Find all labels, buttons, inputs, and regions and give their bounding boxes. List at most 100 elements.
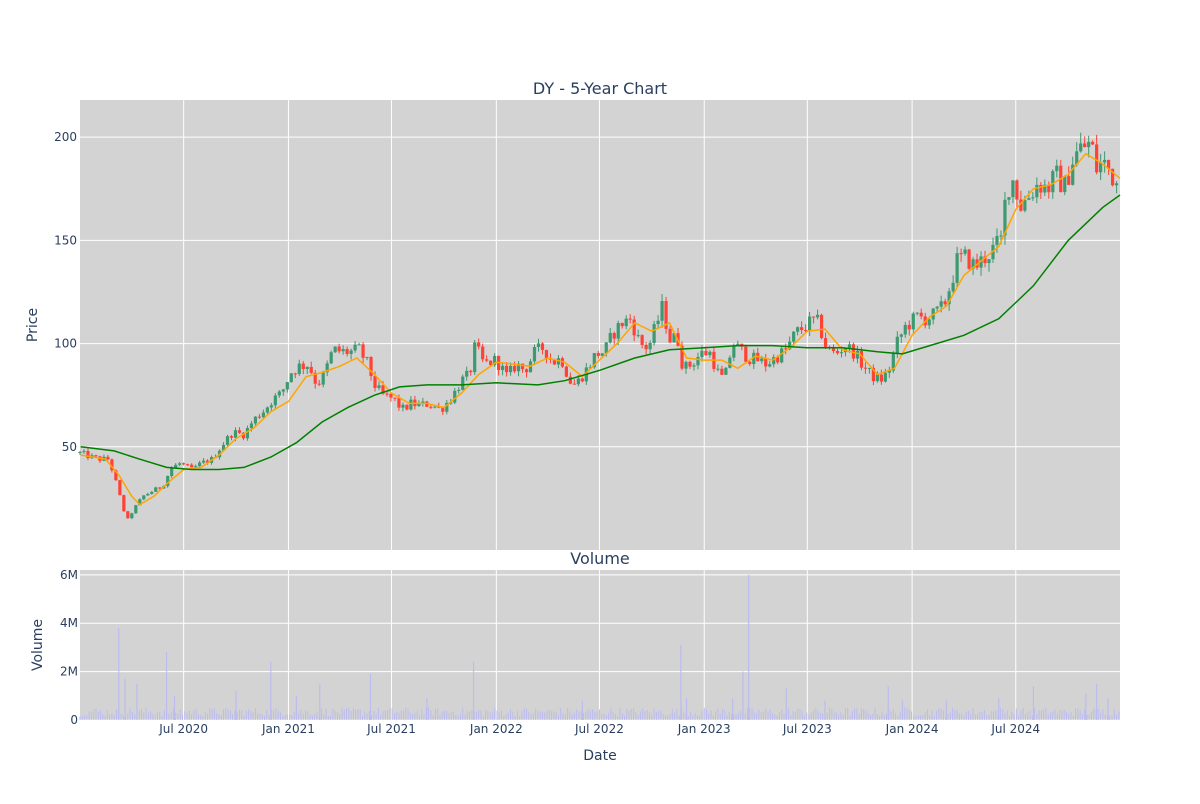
volume-bar [314, 713, 316, 720]
volume-spike-bar [319, 683, 321, 720]
volume-bar [373, 711, 375, 720]
volume-bar [999, 708, 1001, 720]
volume-bar [842, 714, 844, 720]
candle-body [377, 385, 381, 388]
volume-bar [275, 708, 277, 720]
volume-bar [1061, 710, 1063, 720]
volume-bar [758, 709, 760, 720]
volume-bar [567, 707, 569, 720]
candle-body [592, 353, 596, 368]
volume-bar [724, 710, 726, 720]
candle-body [305, 366, 309, 370]
candle-body [142, 495, 146, 500]
volume-bar [863, 709, 865, 720]
volume-bar [193, 710, 195, 720]
volume-bar [234, 710, 236, 720]
volume-bar [840, 712, 842, 720]
volume-bar [209, 707, 211, 720]
volume-bar [1084, 708, 1086, 720]
volume-bar [1063, 709, 1065, 720]
volume-bar [637, 715, 639, 720]
candle-body [863, 367, 868, 369]
volume-bar [507, 712, 509, 720]
volume-bar [949, 712, 951, 720]
candle-body [1083, 143, 1087, 148]
volume-bar [1104, 714, 1106, 720]
volume-bar [218, 714, 220, 720]
volume-bar [225, 707, 227, 720]
volume-bar [826, 712, 828, 720]
volume-bar [259, 713, 261, 720]
candle-body [229, 436, 234, 438]
volume-bar [236, 712, 238, 720]
volume-bar [642, 708, 644, 720]
volume-bar [539, 711, 541, 720]
volume-bar [428, 707, 430, 720]
volume-bar [300, 709, 302, 720]
candle-body [309, 366, 313, 373]
volume-bar [1054, 709, 1056, 720]
candle-body [732, 346, 736, 358]
candle-body [628, 318, 632, 320]
candle-body [680, 345, 684, 369]
volume-bar [325, 708, 327, 720]
candle-body [971, 259, 975, 269]
candle-body [788, 341, 792, 350]
candle-body [158, 487, 162, 489]
volume-x-tick-label: Jul 2022 [574, 722, 624, 736]
volume-bar [772, 712, 774, 720]
candle-body [365, 357, 369, 359]
volume-bar [876, 714, 878, 720]
volume-bar [291, 715, 293, 720]
volume-bar [418, 715, 420, 720]
candle-body [995, 236, 999, 245]
candle-body [508, 365, 513, 373]
volume-bar [990, 711, 992, 720]
volume-bar [526, 708, 528, 720]
volume-bar [649, 712, 651, 720]
candle-body [608, 333, 612, 343]
volume-bar [993, 711, 995, 720]
volume-bar [1102, 709, 1104, 720]
volume-bar [674, 712, 676, 720]
candle-body [397, 398, 401, 408]
candle-body [744, 346, 748, 362]
volume-bar [664, 715, 666, 720]
volume-bar [188, 710, 190, 720]
volume-bar [1070, 712, 1072, 720]
volume-bar [268, 715, 270, 720]
volume-bar [336, 712, 338, 720]
volume-bar [523, 708, 525, 720]
price-y-tick-label: 150 [54, 233, 77, 247]
volume-bar [352, 708, 354, 720]
volume-bar [1111, 715, 1113, 720]
volume-bar [995, 710, 997, 720]
volume-bar [273, 710, 275, 720]
volume-bar [464, 714, 466, 720]
volume-bar [455, 715, 457, 720]
volume-bar [430, 710, 432, 720]
volume-bar [544, 712, 546, 720]
volume-bar [895, 713, 897, 720]
volume-bar [933, 715, 935, 720]
volume-bar [1015, 708, 1017, 720]
volume-spike-bar [1032, 686, 1035, 720]
candle-body [485, 359, 489, 361]
volume-bar [202, 715, 204, 720]
volume-bar [974, 714, 976, 720]
volume-bar [90, 712, 92, 720]
volume-bar [1056, 713, 1058, 720]
volume-bar [676, 708, 678, 720]
volume-bar [339, 713, 341, 720]
volume-bar [503, 715, 505, 720]
volume-bar [710, 710, 712, 720]
volume-bar [334, 710, 336, 720]
candle-body [146, 493, 150, 496]
volume-bar [904, 707, 906, 720]
volume-bar [557, 715, 559, 720]
volume-x-tick-label: Jan 2021 [261, 722, 315, 736]
candle-body [317, 383, 321, 385]
volume-bar [371, 715, 373, 720]
volume-bar [535, 708, 537, 720]
volume-bar [179, 709, 181, 720]
